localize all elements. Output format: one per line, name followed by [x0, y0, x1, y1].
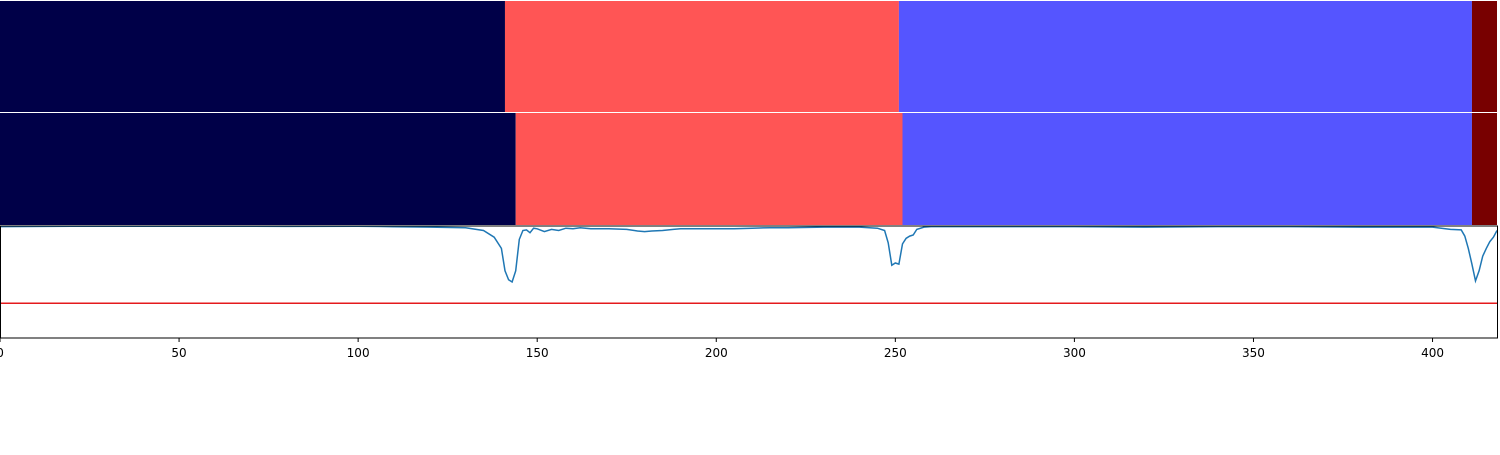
x-tick-label-200: 200 [705, 346, 728, 360]
line-plot-frame [0, 225, 1498, 339]
segment-2-3 [1471, 113, 1497, 225]
line-plot-background [0, 226, 1497, 338]
segment-2-2 [902, 113, 1472, 225]
x-axis: 0 50 100 150 200 250 300 350 400 [0, 338, 1444, 360]
x-tick-label-350: 350 [1242, 346, 1265, 360]
segment-strip-top [0, 1, 1497, 112]
segment-1-1 [504, 1, 899, 112]
segment-2-1 [515, 113, 903, 225]
x-tick-label-150: 150 [526, 346, 549, 360]
x-tick-label-250: 250 [884, 346, 907, 360]
line-plot-panel [0, 225, 1498, 339]
x-tick-label-0: 0 [0, 346, 4, 360]
series-line [0, 225, 1498, 284]
segment-1-2 [898, 1, 1472, 112]
x-tick-label-400: 400 [1421, 346, 1444, 360]
x-tick-label-100: 100 [347, 346, 370, 360]
segment-1-3 [1471, 1, 1497, 112]
x-tick-label-300: 300 [1063, 346, 1086, 360]
segment-1-0 [0, 1, 505, 112]
segment-2-0 [0, 113, 516, 225]
x-tick-label-50: 50 [171, 346, 186, 360]
segment-strip-bottom [0, 113, 1497, 225]
